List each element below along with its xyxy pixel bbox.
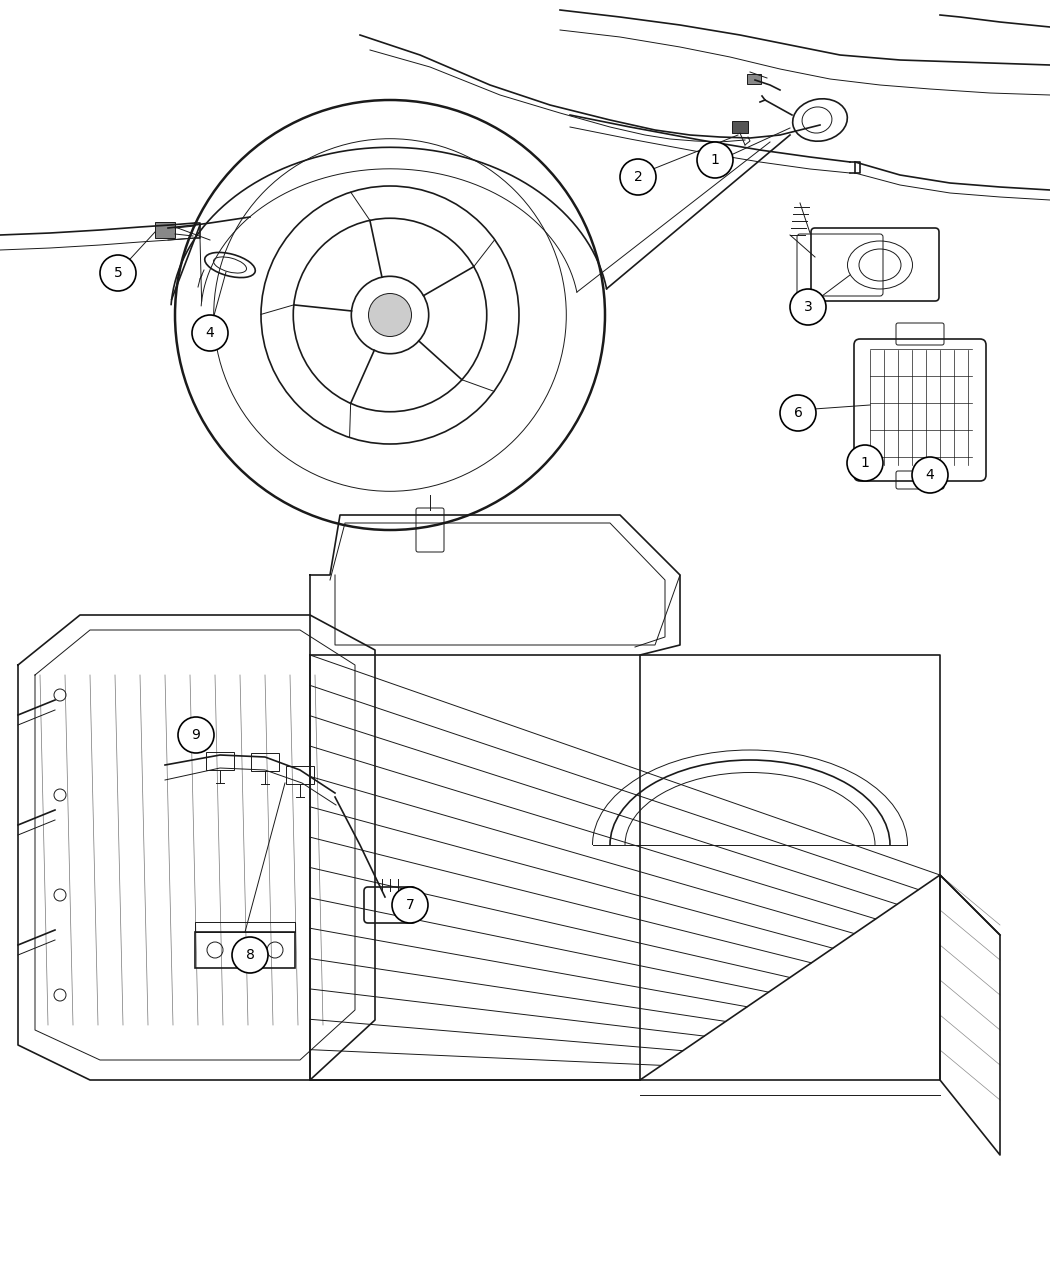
Circle shape	[369, 293, 412, 337]
Text: 7: 7	[405, 898, 415, 912]
Bar	[286, 766, 314, 784]
Bar	[206, 752, 234, 770]
Bar	[155, 222, 175, 238]
Text: 9: 9	[191, 728, 201, 742]
Text: 2: 2	[633, 170, 643, 184]
Text: 8: 8	[246, 949, 254, 963]
Circle shape	[192, 315, 228, 351]
Circle shape	[697, 142, 733, 179]
Text: 6: 6	[794, 405, 802, 419]
Text: 1: 1	[861, 456, 869, 470]
Bar	[747, 74, 761, 84]
Circle shape	[780, 395, 816, 431]
Circle shape	[178, 717, 214, 754]
Text: 4: 4	[926, 468, 934, 482]
Circle shape	[392, 887, 428, 923]
Bar	[732, 121, 748, 133]
Text: 3: 3	[803, 300, 813, 314]
Text: 4: 4	[206, 326, 214, 340]
Text: 5: 5	[113, 266, 123, 280]
Circle shape	[912, 456, 948, 493]
Bar	[251, 754, 279, 771]
Circle shape	[790, 289, 826, 325]
Circle shape	[620, 159, 656, 195]
Circle shape	[232, 937, 268, 973]
Circle shape	[100, 255, 136, 291]
Circle shape	[847, 445, 883, 481]
Text: 1: 1	[711, 153, 719, 167]
Bar	[195, 932, 295, 968]
